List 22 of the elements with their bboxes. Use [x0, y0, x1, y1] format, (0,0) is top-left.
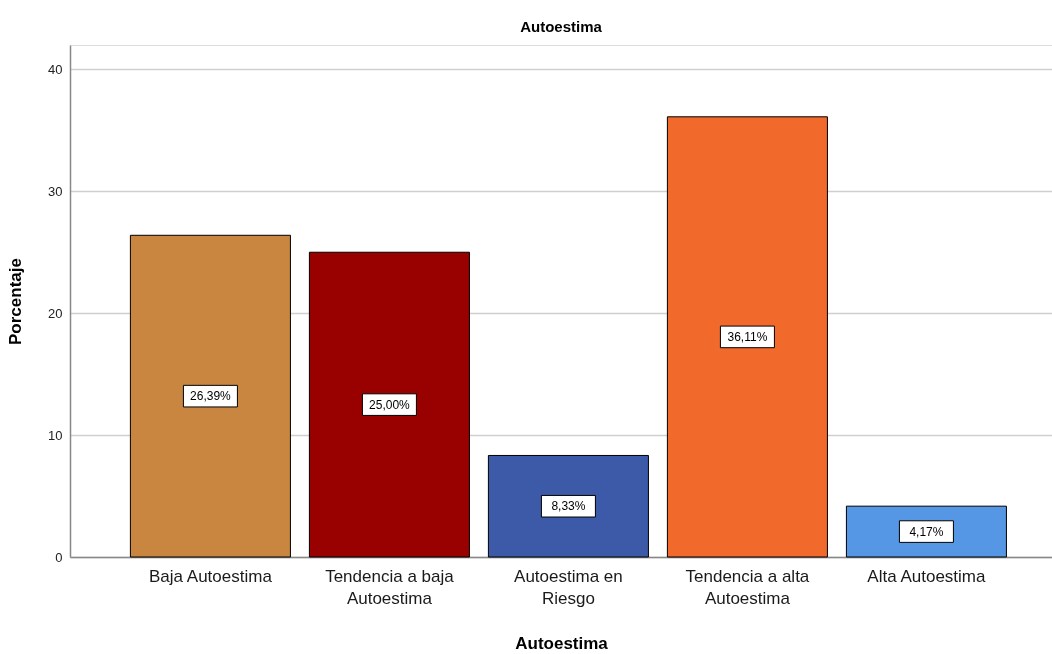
bar: [487, 454, 649, 558]
bar: [129, 234, 291, 558]
x-tick-label: Baja Autoestima: [148, 566, 273, 586]
y-axis-title: Porcentaje: [5, 258, 25, 345]
y-tick-label: 30: [48, 183, 63, 199]
x-axis-title: Autoestima: [515, 633, 609, 653]
x-tick-label: Tendencia a baja Autoestima: [325, 566, 455, 608]
data-label: 25,00%: [369, 397, 411, 412]
bar: [666, 116, 828, 558]
data-label: 4,17%: [909, 524, 944, 539]
chart-title: Autoestima: [520, 18, 603, 35]
data-label: 36,11%: [727, 329, 768, 344]
bar: [308, 251, 470, 558]
x-tick-label: Tendencia a alta Autoestima: [685, 566, 810, 608]
x-tick-label: Autoestima en Riesgo: [514, 566, 623, 608]
data-label: 8,33%: [551, 499, 586, 514]
data-label: 26,39%: [190, 389, 232, 404]
y-tick-label: 0: [55, 549, 63, 565]
y-tick-label: 20: [48, 305, 63, 321]
y-tick-label: 40: [48, 61, 63, 77]
x-tick-label: Alta Autoestima: [867, 566, 987, 586]
y-tick-label: 10: [48, 427, 63, 443]
